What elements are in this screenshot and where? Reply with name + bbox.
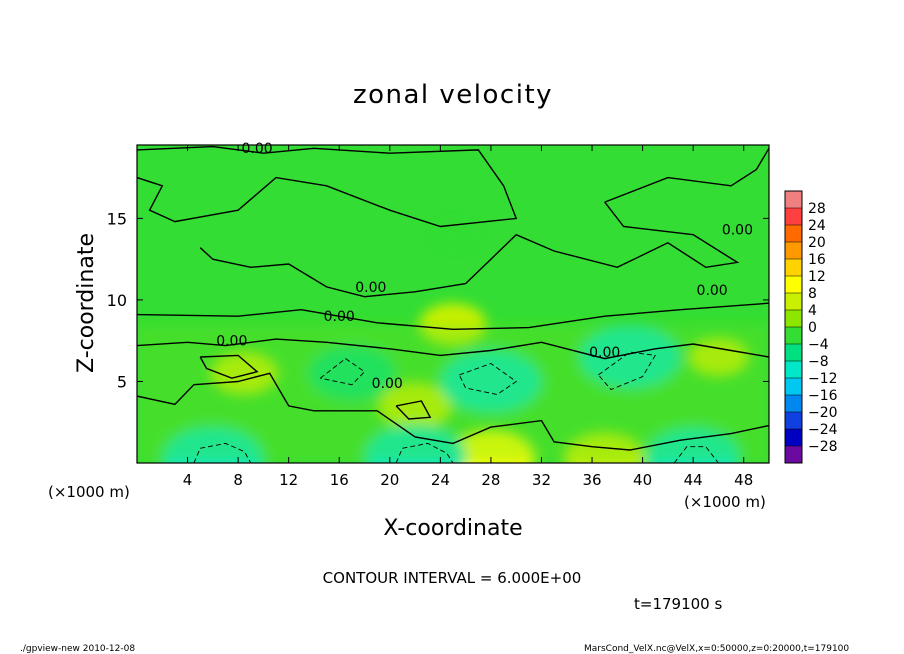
colorbar-label: 28 bbox=[808, 201, 826, 217]
colorbar-label: 20 bbox=[808, 235, 826, 251]
x-tick-label: 12 bbox=[279, 471, 298, 489]
x-tick-label: 20 bbox=[380, 471, 399, 489]
contour-label: 0.00 bbox=[589, 345, 620, 361]
contour-labels: 0.000.000.000.000.000.000.000.00 bbox=[216, 141, 753, 392]
colorbar-swatch bbox=[785, 191, 802, 208]
y-tick-label: 5 bbox=[117, 372, 127, 391]
colorbar-swatch bbox=[785, 378, 802, 395]
colorbar-label: 8 bbox=[808, 286, 817, 302]
chart-title: zonal velocity bbox=[353, 80, 553, 110]
y-tick-label: 15 bbox=[107, 209, 127, 228]
contour-line-negative bbox=[320, 358, 366, 386]
contour-line bbox=[137, 372, 769, 451]
contour-lines bbox=[137, 145, 769, 463]
x-axis: 4 8 12 16 20 24 28 32 36 40 44 48 bbox=[183, 145, 753, 489]
colorbar-swatch bbox=[785, 361, 802, 378]
contour-label: 0.00 bbox=[241, 141, 272, 157]
colorbar-label: −12 bbox=[808, 371, 838, 387]
contour-line bbox=[604, 147, 769, 203]
colorbar-swatch bbox=[785, 344, 802, 361]
colorbar-swatch bbox=[785, 276, 802, 293]
contour-line-negative bbox=[193, 442, 252, 463]
colorbar-swatch bbox=[785, 429, 802, 446]
contour-line-negative bbox=[395, 442, 454, 463]
colorbar-label: −4 bbox=[808, 337, 829, 353]
colorbar-label: −16 bbox=[808, 388, 838, 404]
colorbar-label: −24 bbox=[808, 422, 838, 438]
time-label: t=179100 s bbox=[634, 595, 722, 613]
colorbar-label: −20 bbox=[808, 405, 838, 421]
colorbar-swatch bbox=[785, 259, 802, 276]
colorbar-swatch bbox=[785, 412, 802, 429]
plot-area bbox=[137, 145, 769, 463]
contour-label: 0.00 bbox=[216, 334, 247, 350]
colorbar-label: −28 bbox=[808, 439, 838, 455]
x-tick-label: 36 bbox=[582, 471, 601, 489]
footer-left: ./gpview-new 2010-12-08 bbox=[20, 644, 135, 654]
colorbar-swatch bbox=[785, 446, 802, 463]
colorbar-label: 16 bbox=[808, 252, 826, 268]
colorbar-swatch bbox=[785, 395, 802, 412]
colorbar-swatch bbox=[785, 293, 802, 310]
x-tick-label: 16 bbox=[330, 471, 349, 489]
colorbar-label: 24 bbox=[808, 218, 826, 234]
contour-line bbox=[395, 400, 432, 420]
contour-label: 0.00 bbox=[324, 309, 355, 325]
x-tick-label: 4 bbox=[183, 471, 193, 489]
colorbar-swatch bbox=[785, 242, 802, 259]
x-unit-right: (×1000 m) bbox=[684, 493, 766, 511]
contour-line bbox=[137, 302, 769, 331]
contour-line-negative bbox=[458, 362, 517, 395]
x-tick-label: 48 bbox=[734, 471, 753, 489]
colorbar-swatch bbox=[785, 208, 802, 225]
x-tick-label: 8 bbox=[233, 471, 243, 489]
x-tick-label: 32 bbox=[532, 471, 551, 489]
footer-right: MarsCond_VelX.nc@VelX,x=0:50000,z=0:2000… bbox=[584, 644, 849, 654]
field-shading bbox=[137, 222, 769, 463]
y-tick-label: 10 bbox=[107, 291, 127, 310]
x-tick-label: 44 bbox=[684, 471, 703, 489]
contour-label: 0.00 bbox=[697, 283, 728, 299]
contour-line bbox=[137, 145, 518, 228]
colorbar-swatch bbox=[785, 310, 802, 327]
colorbar-swatch bbox=[785, 225, 802, 242]
x-axis-label: X-coordinate bbox=[383, 516, 522, 541]
colorbar-label: 4 bbox=[808, 303, 817, 319]
x-tick-label: 24 bbox=[431, 471, 450, 489]
colorbar-label: 12 bbox=[808, 269, 826, 285]
contour-line bbox=[199, 354, 259, 379]
colorbar-swatch bbox=[785, 327, 802, 344]
contour-label: 0.00 bbox=[372, 376, 403, 392]
contour-line bbox=[199, 201, 740, 298]
x-tick-label: 28 bbox=[481, 471, 500, 489]
x-unit-left: (×1000 m) bbox=[48, 483, 130, 501]
y-axis: 5 10 15 bbox=[107, 209, 769, 391]
field-feature bbox=[433, 222, 473, 247]
x-tick-label: 40 bbox=[633, 471, 652, 489]
contour-interval: CONTOUR INTERVAL = 6.000E+00 bbox=[323, 569, 582, 587]
contour-line-negative bbox=[673, 446, 719, 463]
plot-frame bbox=[136, 144, 770, 464]
colorbar-label: 0 bbox=[808, 320, 817, 336]
contour-line bbox=[137, 338, 769, 360]
colorbar-label: −8 bbox=[808, 354, 829, 370]
contour-label: 0.00 bbox=[722, 223, 753, 239]
contour-line-negative bbox=[598, 351, 656, 391]
y-axis-label: Z-coordinate bbox=[74, 233, 99, 373]
contour-label: 0.00 bbox=[355, 280, 386, 296]
